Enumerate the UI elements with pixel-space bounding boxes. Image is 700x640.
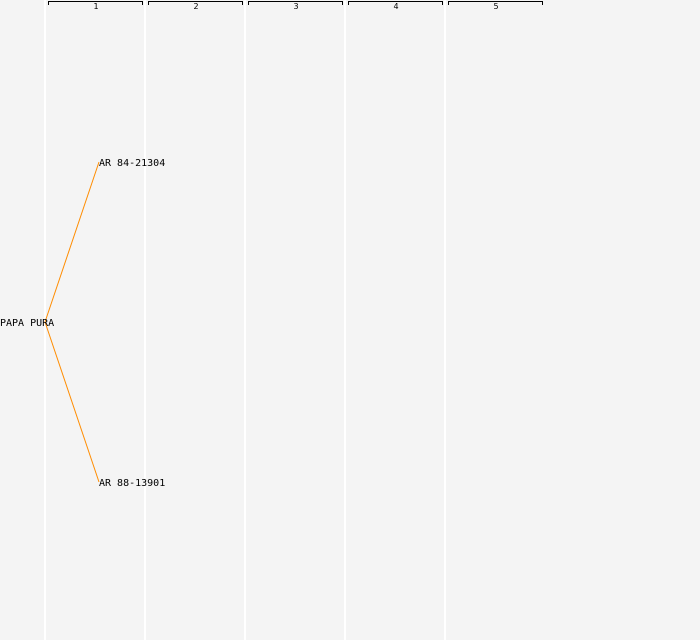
- generation-bracket: [48, 1, 143, 5]
- sire-node-label[interactable]: AR 84-21304: [99, 158, 165, 169]
- generation-header: 3: [293, 2, 298, 11]
- generation-bracket: [248, 1, 343, 5]
- dam-node-label[interactable]: AR 88-13901: [99, 478, 165, 489]
- generation-bracket: [348, 1, 443, 5]
- link-dam: [44, 321, 100, 483]
- generation-bracket: [448, 1, 543, 5]
- root-node-label[interactable]: PAPA PURA: [0, 318, 54, 329]
- generation-bracket: [148, 1, 243, 5]
- generation-header: 5: [493, 2, 498, 11]
- generation-header: 1: [93, 2, 98, 11]
- generation-header: 4: [393, 2, 398, 11]
- generation-header: 2: [193, 2, 198, 11]
- link-sire: [44, 161, 100, 323]
